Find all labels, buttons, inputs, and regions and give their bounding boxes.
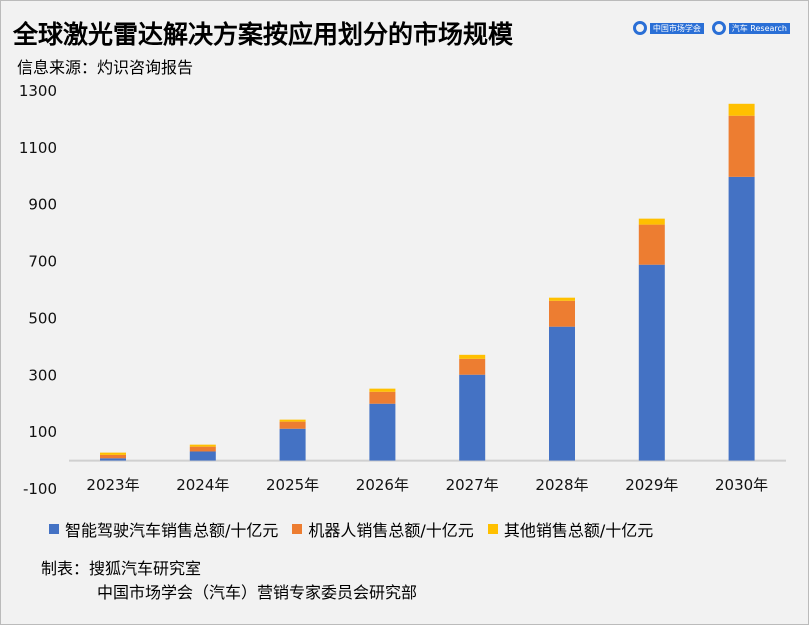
y-tick-label: 900 [28,196,57,214]
bar-0-2023年 [100,458,126,461]
bar-1-2023年 [100,454,126,459]
legend-swatch [292,524,303,534]
legend-item: 智能驾驶汽车销售总额/十亿元 [49,517,278,541]
logos: 中国市场学会 汽车 Research [633,21,790,35]
y-tick-label: 300 [28,366,57,384]
credits-line-1: 制表：搜狐汽车研究室 [41,559,202,578]
bar-0-2026年 [369,403,396,461]
credits: 制表：搜狐汽车研究室 中国市场学会（汽车）营销专家委员会研究部 [41,557,417,605]
source-note: 信息来源：灼识咨询报告 [17,58,194,77]
legend-swatch [487,524,498,534]
legend-label: 机器人销售总额/十亿元 [308,521,474,540]
y-tick-label: 100 [28,423,57,441]
y-tick-label: -100 [23,480,57,498]
x-tick-label: 2028年 [535,476,588,494]
x-tick-label: 2030年 [715,476,768,494]
bar-1-2027年 [459,358,486,375]
y-tick-label: 1300 [19,82,57,100]
market-society-logo: 中国市场学会 [633,21,704,35]
legend: 智能驾驶汽车销售总额/十亿元 机器人销售总额/十亿元 其他销售总额/十亿元 [49,517,653,541]
y-tick-label: 700 [28,253,57,271]
x-tick-label: 2024年 [176,476,229,494]
x-tick-label: 2025年 [266,476,319,494]
bar-2-2027年 [459,354,486,359]
bar-0-2029年 [638,264,665,461]
bar-1-2028年 [549,300,575,327]
bar-0-2028年 [549,326,575,461]
bar-1-2025年 [279,421,306,429]
bar-chart: 1300 1100 900 700 500 300 100 -100 2023年 2024年 202… [19,82,786,498]
bar-2-2024年 [189,444,216,447]
bar-1-2030年 [728,115,755,177]
bar-1-2029年 [638,224,665,265]
bar-2-2026年 [369,388,396,392]
x-tick-label: 2023年 [86,476,139,494]
credits-line-2: 中国市场学会（汽车）营销专家委员会研究部 [97,583,418,602]
bar-2-2028年 [549,297,575,301]
bar-2-2023年 [100,452,126,455]
bar-1-2024年 [189,446,216,452]
bar-0-2025年 [279,428,306,461]
y-tick-label: 1100 [19,139,57,157]
chart-title: 全球激光雷达解决方案按应用划分的市场规模 [13,20,514,49]
bar-0-2024年 [189,451,216,461]
bar-2-2025年 [279,419,306,422]
y-tick-label: 500 [28,309,57,327]
bar-1-2026年 [369,391,396,404]
legend-swatch [49,524,59,534]
legend-item: 机器人销售总额/十亿元 [292,517,474,541]
legend-label: 其他销售总额/十亿元 [503,521,654,540]
x-tick-label: 2026年 [356,476,409,494]
legend-item: 其他销售总额/十亿元 [487,517,654,541]
x-tick-label: 2027年 [446,476,499,494]
bar-2-2029年 [638,218,665,225]
bar-0-2030年 [728,176,755,461]
bar-0-2027年 [459,374,486,461]
sohu-research-logo: 汽车 Research [711,21,790,35]
legend-label: 智能驾驶汽车销售总额/十亿元 [65,521,279,540]
bar-2-2030年 [728,103,755,116]
x-tick-label: 2029年 [625,476,678,494]
